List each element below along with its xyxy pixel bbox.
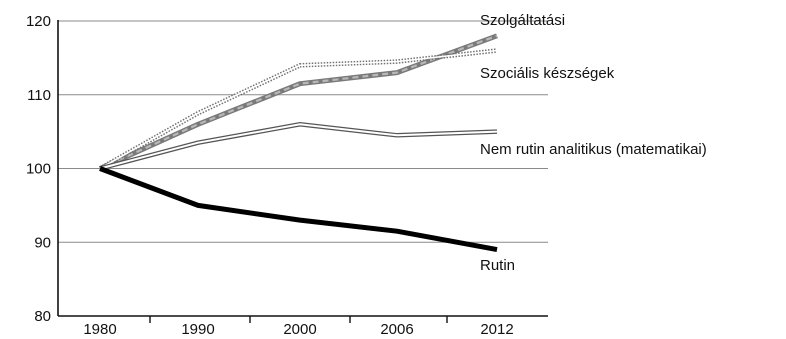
y-tick-label: 100 (26, 161, 51, 178)
y-tick-label: 110 (27, 87, 51, 104)
series-label-3: Rutin (480, 257, 515, 274)
y-tick-label: 90 (34, 234, 51, 251)
y-tick-label: 80 (34, 308, 51, 325)
y-tick-labels: 80 90 100 110 120 (26, 13, 51, 325)
series-label-2: Nem rutin analitikus (matematikai) (480, 141, 707, 158)
series-line-outer (99, 122, 498, 171)
x-tick-label: 2000 (283, 321, 316, 338)
x-tick-label: 2006 (380, 321, 413, 338)
series-lines (98, 33, 498, 253)
series-labels: Szolgáltatási Szociális készségek Nem ruti… (480, 12, 707, 274)
series-line-inner (99, 34, 498, 170)
series-line-1 (98, 48, 498, 171)
series-label-1: Szociális készségek (480, 65, 615, 82)
x-tick-label: 2012 (480, 321, 513, 338)
series-line-3 (99, 166, 498, 253)
x-tick-label: 1980 (83, 321, 116, 338)
x-tick-labels: 1980 1990 2000 2006 2012 (83, 321, 513, 338)
y-tick-label: 120 (26, 13, 51, 30)
series-line-inner (99, 123, 498, 170)
axes (57, 20, 548, 323)
series-line-2 (99, 122, 498, 171)
series-line-main (99, 166, 498, 253)
series-line-0 (98, 33, 498, 171)
series-line-inner (99, 49, 498, 170)
series-label-0: Szolgáltatási (480, 12, 565, 29)
x-tick-label: 1990 (181, 321, 214, 338)
